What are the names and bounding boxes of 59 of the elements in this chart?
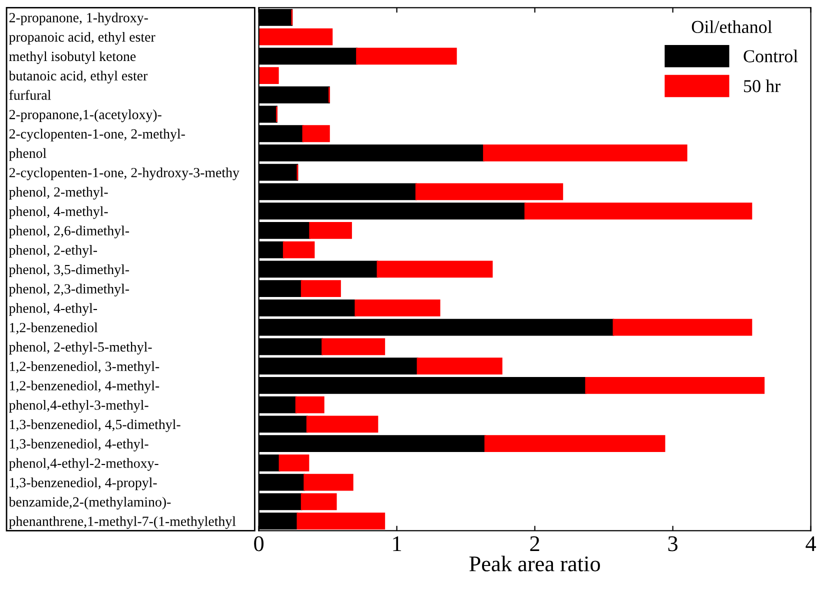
- legend-label: Control: [744, 50, 798, 62]
- x-tick-label: 4: [806, 536, 816, 552]
- bar: [258, 67, 279, 84]
- bar: [483, 144, 688, 162]
- y-tick-label: phenol, 4-methyl-: [9, 206, 108, 219]
- x-tick-label: 1: [393, 536, 402, 552]
- bar: [585, 377, 765, 394]
- y-tick-label: phenol,4-ethyl-2-methoxy-: [9, 458, 158, 471]
- y-tick-label: phenol, 2,6-dimethyl-: [9, 226, 130, 238]
- y-tick-label: 1,2-benzenediol: [10, 322, 98, 334]
- y-tick-label: phenol: [9, 148, 46, 161]
- x-tick-label: 0: [254, 536, 264, 552]
- legend-title: Oil/ethanol: [692, 20, 772, 34]
- bar: [302, 125, 330, 142]
- y-tick-label: 1,2-benzenediol, 3-methyl-: [10, 361, 160, 374]
- bar: [304, 474, 354, 491]
- y-tick-label: 1,3-benzenediol, 4-ethyl-: [10, 438, 148, 452]
- bar: [354, 300, 440, 316]
- x-tick-label: 3: [668, 536, 678, 552]
- y-tick-label: 2-cyclopenten-1-one, 2-methyl-: [9, 128, 185, 142]
- y-tick-label: 2-propanone,1-(acetyloxy)-: [9, 109, 162, 122]
- y-tick-label: 1,3-benzenediol, 4,5-dimethyl-: [10, 419, 180, 432]
- y-tick-label: 1,3-benzenediol, 4-propyl-: [10, 477, 157, 490]
- y-tick-label: phenanthrene,1-methyl-7-(1-methylethyl: [9, 516, 236, 529]
- x-tick-label: 2: [530, 536, 540, 552]
- bar: [415, 183, 564, 200]
- bar: [356, 48, 457, 65]
- bar: [300, 493, 337, 510]
- y-tick-label: phenol, 2-ethyl-5-methyl-: [9, 342, 152, 355]
- bar: [295, 396, 324, 414]
- y-tick-label: furfural: [9, 90, 51, 100]
- y-tick-label: benzamide,2-(methylamino)-: [8, 496, 171, 510]
- x-axis-title: Peak area ratio: [469, 556, 600, 572]
- y-tick-label: phenol, 2-ethyl-: [9, 245, 98, 258]
- legend-label: 50 hr: [744, 80, 780, 92]
- y-tick-label: phenol,4-ethyl-3-methyl-: [9, 400, 148, 413]
- bar: [296, 512, 386, 530]
- bar: [322, 338, 386, 356]
- bar: [416, 358, 502, 375]
- y-tick-label: propanoic acid, ethyl ester: [9, 32, 156, 45]
- bar: [278, 454, 310, 472]
- bar: [306, 416, 378, 433]
- bar: [524, 202, 752, 220]
- bar: [258, 28, 333, 46]
- y-tick-label: phenol, 3,5-dimethyl-: [9, 264, 130, 278]
- bar: [376, 260, 493, 278]
- bar: [484, 435, 666, 452]
- y-tick-label: phenol, 4-ethyl-: [9, 303, 98, 316]
- y-tick-label: methyl isobutyl ketone: [9, 51, 136, 64]
- y-tick-label: 2-propanone, 1-hydroxy-: [9, 12, 148, 26]
- bar: [612, 318, 752, 336]
- y-tick-label: phenol, 2-methyl-: [9, 186, 108, 200]
- y-tick-label: butanoic acid, ethyl ester: [8, 70, 148, 84]
- y-tick-label: 1,2-benzenediol, 4-methyl-: [10, 380, 160, 394]
- y-tick-label: phenol, 2,3-dimethyl-: [9, 284, 130, 296]
- bar: [300, 280, 341, 298]
- y-tick-label: 2-cyclopenten-1-one, 2-hydroxy-3-methy: [9, 168, 240, 180]
- bar: [309, 222, 352, 239]
- bar: [282, 241, 315, 258]
